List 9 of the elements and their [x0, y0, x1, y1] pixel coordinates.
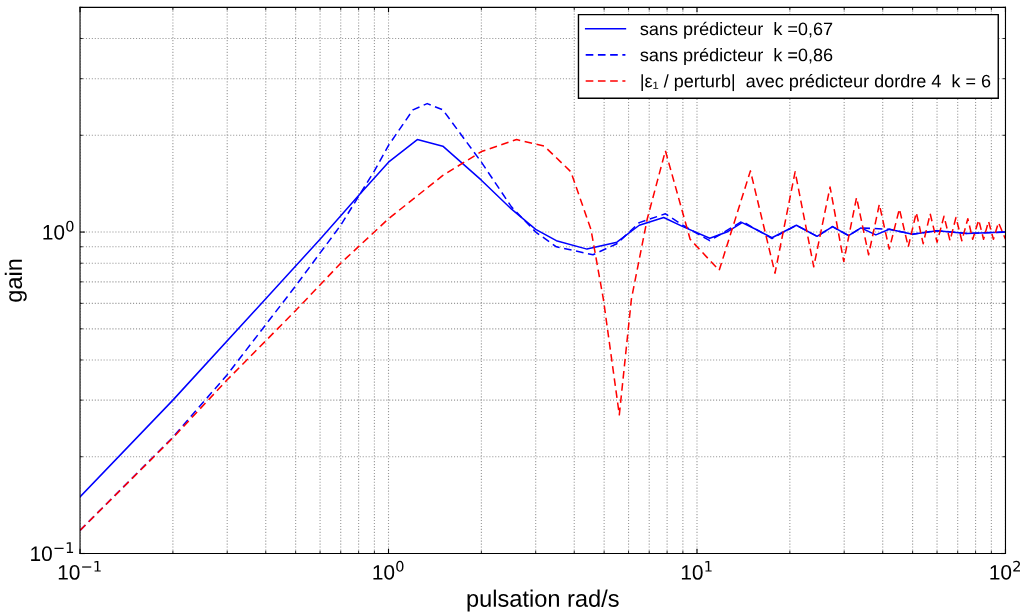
- x-tick-label: 10$^{1}$: [681, 560, 712, 580]
- legend-label: sans prédicteur k =0,67: [640, 21, 833, 39]
- legend-label: sans prédicteur k =0,86: [640, 47, 833, 65]
- x-axis-title: pulsation rad/s: [467, 589, 619, 612]
- y-axis-title: gain: [4, 259, 27, 302]
- legend-label: |ε₁ / perturb| avec prédicteur dordre 4 k = 6: [641, 73, 991, 92]
- x-tick-label: 10$^{2}$: [990, 560, 1020, 580]
- x-tick-label: 10$^{−1}$: [58, 560, 101, 580]
- x-tick-label: 10$^{0}$: [373, 560, 404, 580]
